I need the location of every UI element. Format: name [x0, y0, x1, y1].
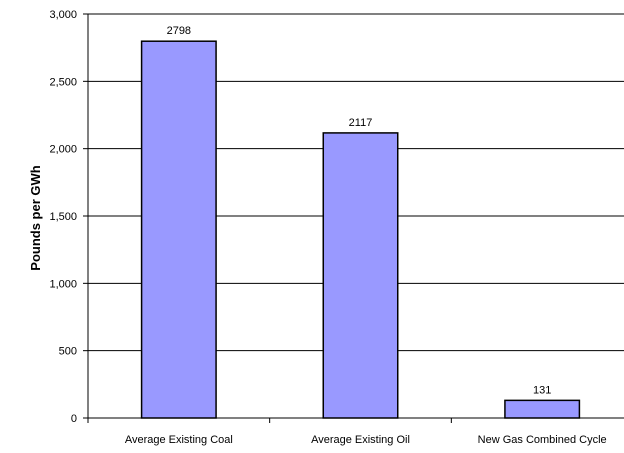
y-tick-label: 500 — [59, 346, 77, 358]
data-label: 2117 — [349, 117, 373, 129]
y-tick-label: 1,000 — [49, 278, 77, 290]
bar — [505, 400, 579, 418]
y-tick-label: 3,000 — [49, 9, 77, 21]
y-tick-label: 2,500 — [49, 76, 77, 88]
data-label: 2798 — [167, 25, 191, 37]
bar — [323, 133, 397, 418]
bars — [142, 41, 580, 418]
y-tick-label: 1,500 — [49, 211, 77, 223]
bar — [142, 41, 216, 418]
y-axis-label: Pounds per GWh — [28, 165, 43, 271]
y-tick-label: 0 — [71, 413, 77, 425]
data-label: 131 — [533, 384, 551, 396]
y-tick-label: 2,000 — [49, 144, 77, 156]
x-tick-label: New Gas Combined Cycle — [478, 434, 607, 446]
x-tick-label: Average Existing Coal — [125, 434, 233, 446]
x-tick-label: Average Existing Oil — [311, 434, 410, 446]
